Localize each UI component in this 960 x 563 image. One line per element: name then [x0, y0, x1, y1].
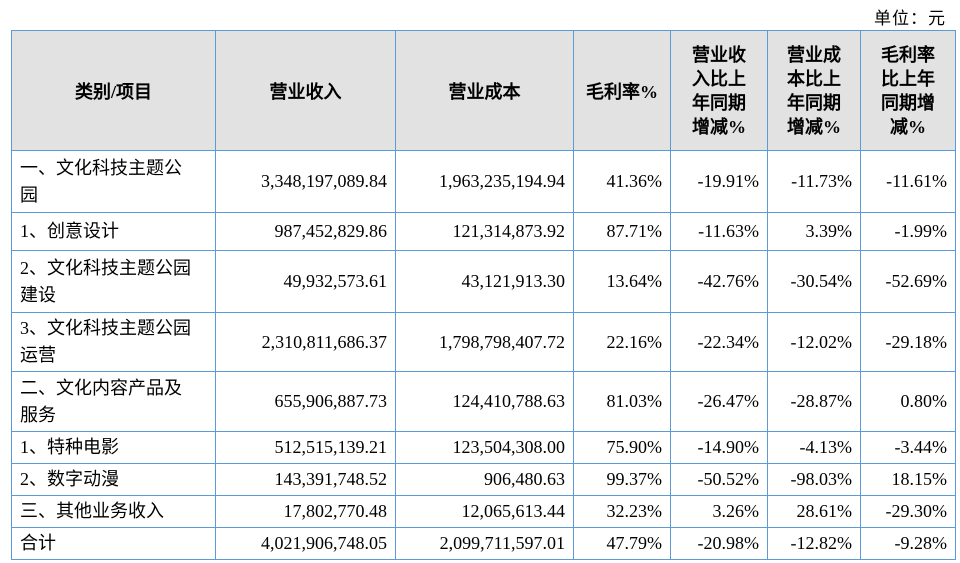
category-cell: 2、文化科技主题公园建设: [11, 250, 216, 313]
margin-yoy-cell: -29.30%: [860, 495, 956, 528]
financial-table: 类别/项目 营业收入 营业成本 毛利率% 营业收入比上年同期增减% 营业成本比上…: [11, 30, 956, 560]
revenue-cell: 17,802,770.48: [215, 495, 396, 528]
table-row-theme-parks: 一、文化科技主题公园 3,348,197,089.84 1,963,235,19…: [11, 150, 956, 213]
category-cell: 1、创意设计: [11, 212, 216, 251]
margin-cell: 22.16%: [573, 312, 671, 372]
col-header-margin-yoy: 毛利率比上年同期增减%: [860, 30, 956, 151]
cost-yoy-cell: -12.82%: [767, 527, 861, 560]
revenue-cell: 512,515,139.21: [215, 431, 396, 464]
margin-cell: 75.90%: [573, 431, 671, 464]
margin-yoy-cell: -9.28%: [860, 527, 956, 560]
revenue-yoy-cell: 3.26%: [670, 495, 768, 528]
margin-cell: 32.23%: [573, 495, 671, 528]
cost-yoy-cell: -12.02%: [767, 312, 861, 372]
category-cell: 一、文化科技主题公园: [11, 150, 216, 213]
cost-cell: 124,410,788.63: [395, 371, 574, 432]
category-cell: 3、文化科技主题公园运营: [11, 312, 216, 372]
margin-cell: 87.71%: [573, 212, 671, 251]
cost-cell: 1,798,798,407.72: [395, 312, 574, 372]
revenue-yoy-cell: -50.52%: [670, 463, 768, 496]
cost-cell: 906,480.63: [395, 463, 574, 496]
category-cell: 1、特种电影: [11, 431, 216, 464]
revenue-cell: 4,021,906,748.05: [215, 527, 396, 560]
category-cell: 合计: [11, 527, 216, 560]
col-header-cost: 营业成本: [395, 30, 574, 151]
cost-cell: 121,314,873.92: [395, 212, 574, 251]
revenue-cell: 2,310,811,686.37: [215, 312, 396, 372]
cost-yoy-cell: -28.87%: [767, 371, 861, 432]
cost-yoy-cell: -4.13%: [767, 431, 861, 464]
category-cell: 三、其他业务收入: [11, 495, 216, 528]
cost-cell: 12,065,613.44: [395, 495, 574, 528]
margin-cell: 41.36%: [573, 150, 671, 213]
cost-cell: 2,099,711,597.01: [395, 527, 574, 560]
table-row-special-films: 1、特种电影 512,515,139.21 123,504,308.00 75.…: [11, 431, 956, 464]
cost-cell: 1,963,235,194.94: [395, 150, 574, 213]
revenue-yoy-cell: -20.98%: [670, 527, 768, 560]
revenue-cell: 3,348,197,089.84: [215, 150, 396, 213]
revenue-yoy-cell: -26.47%: [670, 371, 768, 432]
margin-cell: 13.64%: [573, 250, 671, 313]
revenue-cell: 143,391,748.52: [215, 463, 396, 496]
table-row-content-products: 二、文化内容产品及服务 655,906,887.73 124,410,788.6…: [11, 371, 956, 432]
col-header-category: 类别/项目: [11, 30, 216, 151]
margin-yoy-cell: 0.80%: [860, 371, 956, 432]
col-header-gross-margin: 毛利率%: [573, 30, 671, 151]
margin-yoy-cell: -52.69%: [860, 250, 956, 313]
revenue-yoy-cell: -11.63%: [670, 212, 768, 251]
category-cell: 2、数字动漫: [11, 463, 216, 496]
margin-yoy-cell: -1.99%: [860, 212, 956, 251]
table-row-total: 合计 4,021,906,748.05 2,099,711,597.01 47.…: [11, 527, 956, 560]
cost-cell: 123,504,308.00: [395, 431, 574, 464]
revenue-cell: 49,932,573.61: [215, 250, 396, 313]
revenue-yoy-cell: -22.34%: [670, 312, 768, 372]
cost-yoy-cell: 3.39%: [767, 212, 861, 251]
margin-cell: 99.37%: [573, 463, 671, 496]
col-header-revenue-yoy: 营业收入比上年同期增减%: [670, 30, 768, 151]
margin-yoy-cell: 18.15%: [860, 463, 956, 496]
col-header-revenue: 营业收入: [215, 30, 396, 151]
table-header-row: 类别/项目 营业收入 营业成本 毛利率% 营业收入比上年同期增减% 营业成本比上…: [11, 30, 956, 151]
cost-yoy-cell: -98.03%: [767, 463, 861, 496]
margin-cell: 81.03%: [573, 371, 671, 432]
table-row-other-business: 三、其他业务收入 17,802,770.48 12,065,613.44 32.…: [11, 495, 956, 528]
cost-yoy-cell: -30.54%: [767, 250, 861, 313]
table-row-park-operation: 3、文化科技主题公园运营 2,310,811,686.37 1,798,798,…: [11, 312, 956, 372]
table-row-digital-animation: 2、数字动漫 143,391,748.52 906,480.63 99.37% …: [11, 463, 956, 496]
revenue-cell: 655,906,887.73: [215, 371, 396, 432]
table-row-creative-design: 1、创意设计 987,452,829.86 121,314,873.92 87.…: [11, 212, 956, 251]
revenue-yoy-cell: -42.76%: [670, 250, 768, 313]
revenue-cell: 987,452,829.86: [215, 212, 396, 251]
col-header-cost-yoy: 营业成本比上年同期增减%: [767, 30, 861, 151]
cost-yoy-cell: 28.61%: [767, 495, 861, 528]
revenue-yoy-cell: -19.91%: [670, 150, 768, 213]
margin-yoy-cell: -29.18%: [860, 312, 956, 372]
margin-cell: 47.79%: [573, 527, 671, 560]
margin-yoy-cell: -3.44%: [860, 431, 956, 464]
category-cell: 二、文化内容产品及服务: [11, 371, 216, 432]
cost-cell: 43,121,913.30: [395, 250, 574, 313]
cost-yoy-cell: -11.73%: [767, 150, 861, 213]
unit-label: 单位：元: [874, 9, 946, 28]
margin-yoy-cell: -11.61%: [860, 150, 956, 213]
table-row-park-construction: 2、文化科技主题公园建设 49,932,573.61 43,121,913.30…: [11, 250, 956, 313]
revenue-yoy-cell: -14.90%: [670, 431, 768, 464]
